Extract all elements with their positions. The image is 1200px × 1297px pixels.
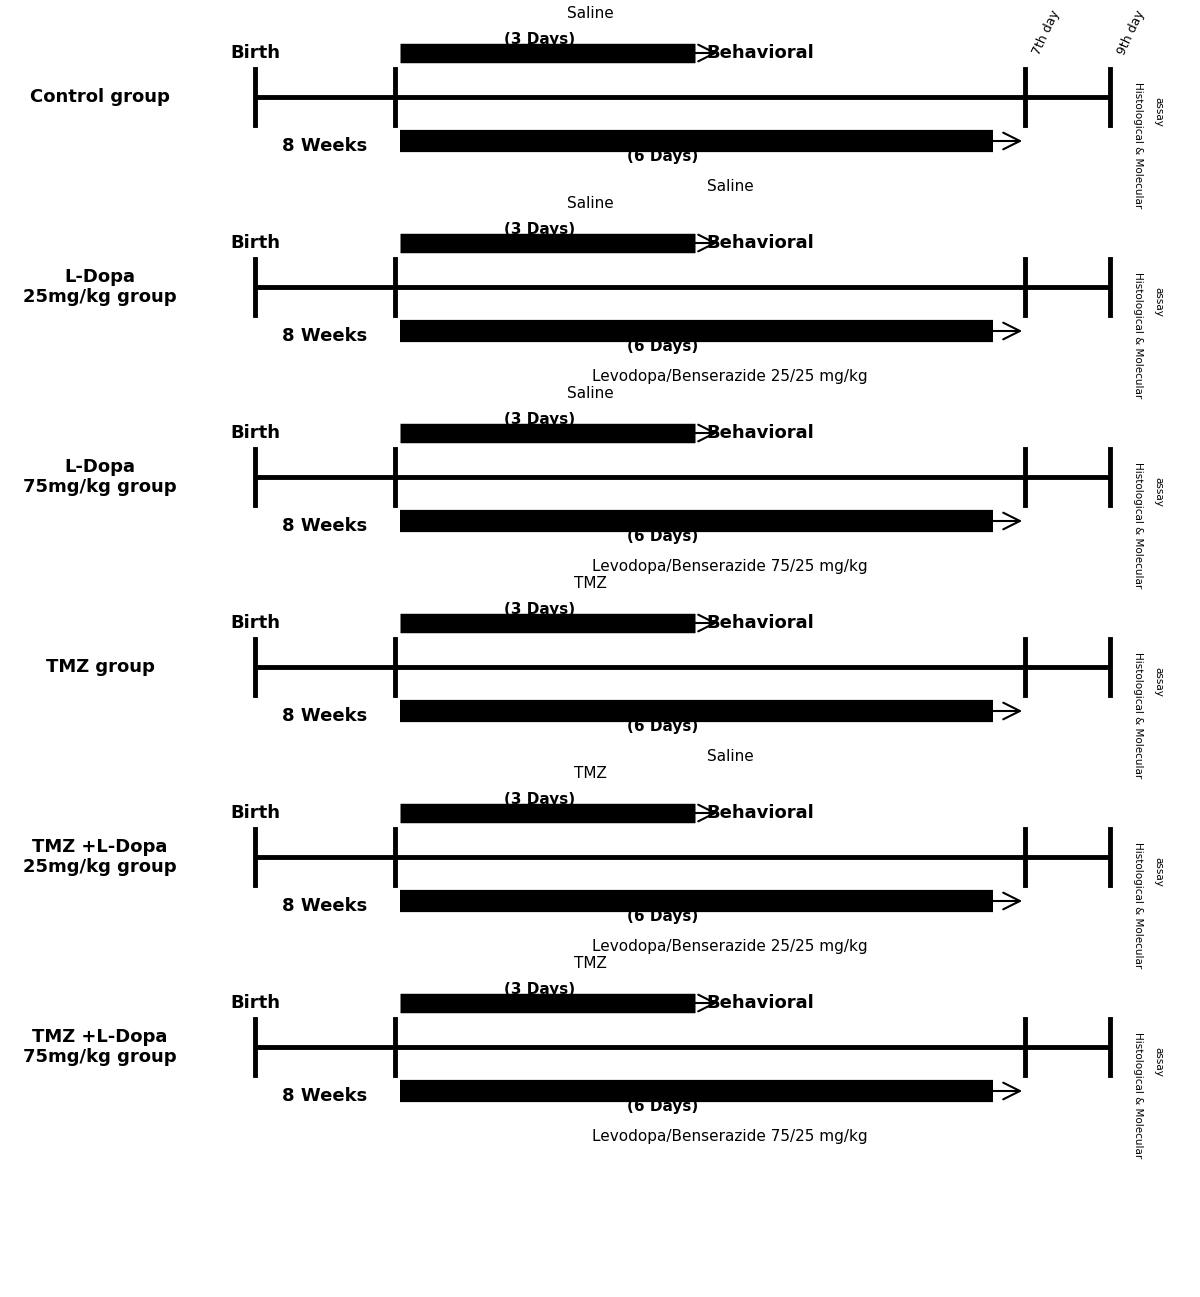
Text: Behavioral: Behavioral — [706, 424, 814, 442]
Text: Levodopa/Benserazide 25/25 mg/kg: Levodopa/Benserazide 25/25 mg/kg — [592, 939, 868, 955]
Text: Histological & Molecular: Histological & Molecular — [1133, 1032, 1142, 1158]
Text: 8 Weeks: 8 Weeks — [282, 137, 367, 156]
Text: Birth: Birth — [230, 994, 280, 1012]
Text: 8 Weeks: 8 Weeks — [282, 1087, 367, 1105]
Text: 8 Weeks: 8 Weeks — [282, 518, 367, 534]
Text: Saline: Saline — [566, 6, 613, 21]
Text: Behavioral: Behavioral — [706, 613, 814, 632]
Text: L-Dopa
25mg/kg group: L-Dopa 25mg/kg group — [23, 267, 176, 306]
Text: (6 Days): (6 Days) — [626, 529, 698, 543]
Text: (6 Days): (6 Days) — [626, 339, 698, 354]
Text: TMZ group: TMZ group — [46, 658, 155, 676]
Text: Behavioral: Behavioral — [706, 233, 814, 252]
Text: Levodopa/Benserazide 25/25 mg/kg: Levodopa/Benserazide 25/25 mg/kg — [592, 370, 868, 384]
Text: 7th day: 7th day — [1030, 8, 1062, 57]
Text: Tests: Tests — [734, 1087, 786, 1105]
Text: Behavioral: Behavioral — [706, 994, 814, 1012]
Text: Behavioral: Behavioral — [706, 804, 814, 822]
Text: 8 Weeks: 8 Weeks — [282, 707, 367, 725]
Text: assay: assay — [1153, 1047, 1163, 1077]
Text: Birth: Birth — [230, 804, 280, 822]
Text: TMZ: TMZ — [574, 576, 606, 591]
Text: Behavioral: Behavioral — [706, 44, 814, 62]
Text: assay: assay — [1153, 97, 1163, 127]
Text: Birth: Birth — [230, 44, 280, 62]
Text: Histological & Molecular: Histological & Molecular — [1133, 652, 1142, 778]
Text: TMZ +L-Dopa
75mg/kg group: TMZ +L-Dopa 75mg/kg group — [23, 1027, 176, 1066]
Text: Tests: Tests — [734, 518, 786, 534]
Text: Tests: Tests — [734, 137, 786, 156]
Text: 8 Weeks: 8 Weeks — [282, 327, 367, 345]
Text: TMZ +L-Dopa
25mg/kg group: TMZ +L-Dopa 25mg/kg group — [23, 838, 176, 877]
Text: L-Dopa
75mg/kg group: L-Dopa 75mg/kg group — [23, 458, 176, 497]
Text: TMZ: TMZ — [574, 767, 606, 781]
Text: Histological & Molecular: Histological & Molecular — [1133, 462, 1142, 589]
Text: (3 Days): (3 Days) — [504, 982, 576, 997]
Text: Histological & Molecular: Histological & Molecular — [1133, 272, 1142, 398]
Text: 8 Weeks: 8 Weeks — [282, 898, 367, 914]
Text: (6 Days): (6 Days) — [626, 149, 698, 163]
Text: TMZ: TMZ — [574, 956, 606, 971]
Text: (6 Days): (6 Days) — [626, 719, 698, 734]
Text: Tests: Tests — [734, 327, 786, 345]
Text: Saline: Saline — [707, 748, 754, 764]
Text: Birth: Birth — [230, 233, 280, 252]
Text: Tests: Tests — [734, 707, 786, 725]
Text: (3 Days): (3 Days) — [504, 222, 576, 237]
Text: Saline: Saline — [707, 179, 754, 195]
Text: (3 Days): (3 Days) — [504, 602, 576, 617]
Text: Histological & Molecular: Histological & Molecular — [1133, 82, 1142, 209]
Text: Saline: Saline — [566, 387, 613, 401]
Text: (6 Days): (6 Days) — [626, 1099, 698, 1114]
Text: assay: assay — [1153, 287, 1163, 316]
Text: Levodopa/Benserazide 75/25 mg/kg: Levodopa/Benserazide 75/25 mg/kg — [592, 559, 868, 575]
Text: Histological & Molecular: Histological & Molecular — [1133, 842, 1142, 969]
Text: Control group: Control group — [30, 88, 170, 106]
Text: (3 Days): (3 Days) — [504, 32, 576, 47]
Text: Levodopa/Benserazide 75/25 mg/kg: Levodopa/Benserazide 75/25 mg/kg — [592, 1128, 868, 1144]
Text: assay: assay — [1153, 857, 1163, 887]
Text: assay: assay — [1153, 667, 1163, 696]
Text: 9th day: 9th day — [1115, 8, 1147, 57]
Text: (6 Days): (6 Days) — [626, 909, 698, 923]
Text: assay: assay — [1153, 477, 1163, 507]
Text: Birth: Birth — [230, 613, 280, 632]
Text: Tests: Tests — [734, 898, 786, 914]
Text: (3 Days): (3 Days) — [504, 792, 576, 807]
Text: (3 Days): (3 Days) — [504, 412, 576, 427]
Text: Saline: Saline — [566, 196, 613, 211]
Text: Birth: Birth — [230, 424, 280, 442]
